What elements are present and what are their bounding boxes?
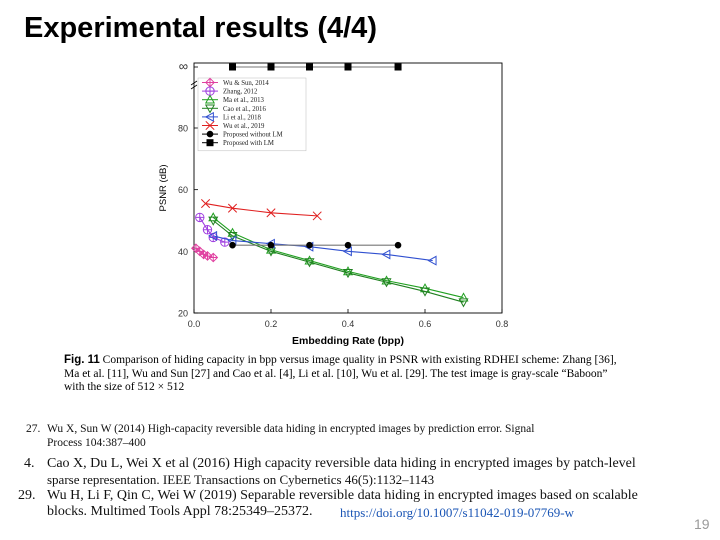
series-5	[200, 198, 322, 221]
y-tick-label: ∞	[179, 59, 188, 74]
data-point	[204, 94, 216, 104]
data-point	[204, 104, 216, 114]
data-point	[227, 203, 238, 213]
x-tick-label: 0.4	[342, 319, 355, 329]
data-point	[381, 249, 391, 260]
data-point	[265, 244, 277, 254]
data-point	[344, 241, 352, 249]
data-point	[200, 198, 211, 209]
data-point	[427, 255, 437, 266]
data-point	[227, 232, 238, 242]
legend-label: Wu & Sun, 2014	[223, 80, 269, 87]
legend-label: Zhang, 2012	[223, 89, 258, 96]
y-tick-label: 40	[178, 247, 188, 257]
series-4	[208, 230, 437, 266]
data-point	[266, 208, 276, 218]
legend-label: Proposed with LM	[223, 140, 274, 147]
data-point	[306, 241, 313, 249]
data-point	[458, 292, 469, 302]
reference-line: Wu X, Sun W (2014) High-capacity reversi…	[47, 423, 535, 435]
series-line	[205, 202, 318, 217]
legend-label: Wu et al., 2019	[223, 123, 265, 130]
data-point	[312, 211, 322, 221]
series-line	[199, 217, 226, 243]
reference-line: Process 104:387–400	[47, 437, 146, 449]
legend-label: Li et al., 2018	[223, 114, 262, 121]
series-0	[191, 243, 219, 263]
data-point	[205, 120, 215, 131]
legend-label: Ma et al., 2013	[223, 97, 265, 104]
data-point	[208, 216, 219, 226]
reference-line: Cao X, Du L, Wei X et al (2016) High cap…	[47, 456, 636, 471]
data-point	[304, 258, 315, 268]
axis-break	[190, 84, 198, 90]
reference-number: 4.	[24, 456, 35, 471]
y-tick-label: 80	[178, 124, 188, 134]
caption-label: Fig. 11	[64, 354, 100, 366]
data-point	[208, 230, 218, 241]
reference-line: blocks. Multimed Tools Appl 78:25349–253…	[47, 504, 313, 519]
data-point	[220, 237, 230, 247]
y-tick-label: 20	[178, 309, 188, 319]
axis-break	[190, 80, 198, 86]
data-point	[206, 130, 214, 138]
data-point	[458, 298, 469, 308]
reference-line: sparse representation. IEEE Transactions…	[47, 472, 435, 487]
x-tick-label: 0.0	[188, 319, 201, 329]
data-point	[202, 225, 213, 235]
data-point	[267, 63, 275, 71]
x-axis-title: Embedding Rate (bpp)	[292, 335, 404, 347]
data-point	[394, 241, 402, 249]
y-axis-title: PSNR (dB)	[158, 165, 169, 212]
data-point	[342, 246, 352, 257]
reference-number: 29.	[18, 488, 36, 503]
data-point	[304, 255, 315, 265]
x-tick-label: 0.6	[419, 319, 432, 329]
data-point	[381, 278, 392, 288]
y-tick-label: 60	[178, 185, 188, 195]
x-tick-label: 0.2	[265, 319, 278, 329]
legend-label: Proposed without LM	[223, 132, 283, 139]
reference-number: 27.	[26, 423, 41, 435]
slide-title: Experimental results (4/4)	[24, 12, 377, 44]
data-point	[419, 287, 431, 297]
data-point	[381, 275, 392, 285]
data-point	[195, 212, 205, 223]
x-tick-label: 0.8	[496, 319, 509, 329]
data-point	[229, 241, 236, 249]
figure-caption: Fig. 11 Comparison of hiding capacity in…	[64, 354, 624, 395]
reference-line: Wu H, Li F, Qin C, Wei W (2019) Separabl…	[47, 488, 638, 503]
reference-doi-link[interactable]: https://doi.org/10.1007/s11042-019-07769…	[340, 505, 574, 520]
legend-label: Cao et al., 2016	[223, 106, 266, 113]
series-line	[212, 220, 464, 303]
data-point	[208, 252, 219, 263]
page-number: 19	[694, 516, 710, 532]
series-line	[213, 235, 433, 262]
data-point	[229, 63, 236, 71]
caption-text: Comparison of hiding capacity in bpp ver…	[64, 354, 617, 393]
data-point	[342, 266, 354, 276]
series-6	[229, 241, 402, 249]
chart: 0.0 0.2 0.4 0.6 0.8 20 40 60 80 ∞ Embedding Rate (…	[158, 59, 509, 348]
data-point	[206, 139, 214, 147]
series-7	[229, 63, 402, 71]
series-1	[195, 212, 230, 247]
data-point	[342, 269, 354, 279]
series-line	[212, 216, 464, 299]
data-point	[306, 63, 313, 71]
data-point	[204, 111, 214, 122]
data-point	[205, 86, 215, 96]
data-point	[267, 241, 275, 249]
data-point	[394, 63, 402, 71]
data-point	[344, 63, 352, 71]
series-3	[208, 216, 469, 308]
legend-box	[197, 77, 307, 152]
